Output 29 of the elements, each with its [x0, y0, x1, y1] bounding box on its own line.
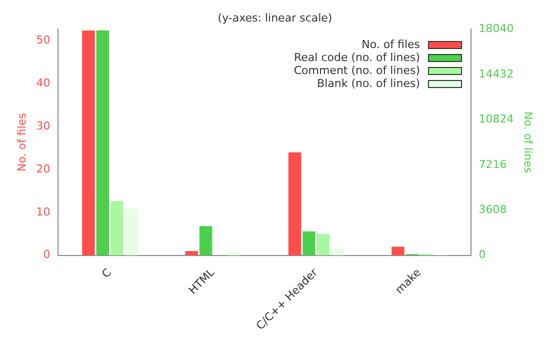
y2-tick-label: 7216	[478, 158, 507, 171]
y-tick-label: 20	[36, 162, 50, 176]
bar	[124, 208, 138, 256]
chart-title: (y-axes: linear scale)	[218, 11, 332, 24]
bar	[316, 234, 330, 256]
y-tick-label: 40	[36, 76, 50, 90]
y2-axis-title: No. of lines	[522, 112, 535, 174]
y2-tick-label: 14432	[478, 67, 514, 80]
x-tick-label: C	[99, 266, 114, 281]
bar	[185, 251, 198, 256]
bar	[392, 246, 404, 256]
legend-label: Blank (no. of lines)	[317, 77, 420, 90]
bar	[199, 226, 212, 256]
legend-label: Real code (no. of lines)	[294, 51, 420, 64]
y2-tick-label: 10824	[478, 112, 514, 126]
y-axis-title: No. of files	[15, 112, 28, 172]
bar	[302, 231, 316, 256]
y2-tick-label: 3608	[478, 202, 507, 216]
y-tick-label: 10	[36, 205, 50, 218]
bar	[330, 248, 344, 256]
y2-tick-label: 18040	[478, 22, 514, 36]
legend-label: Comment (no. of lines)	[294, 64, 420, 77]
y-tick-label: 50	[36, 34, 50, 47]
y2-tick-label: 0	[478, 248, 486, 262]
bar	[288, 152, 302, 256]
y-tick-label: 30	[36, 119, 50, 132]
bar	[110, 201, 124, 256]
y-tick-label: 0	[43, 248, 50, 262]
legend-label: No. of files	[362, 38, 420, 51]
